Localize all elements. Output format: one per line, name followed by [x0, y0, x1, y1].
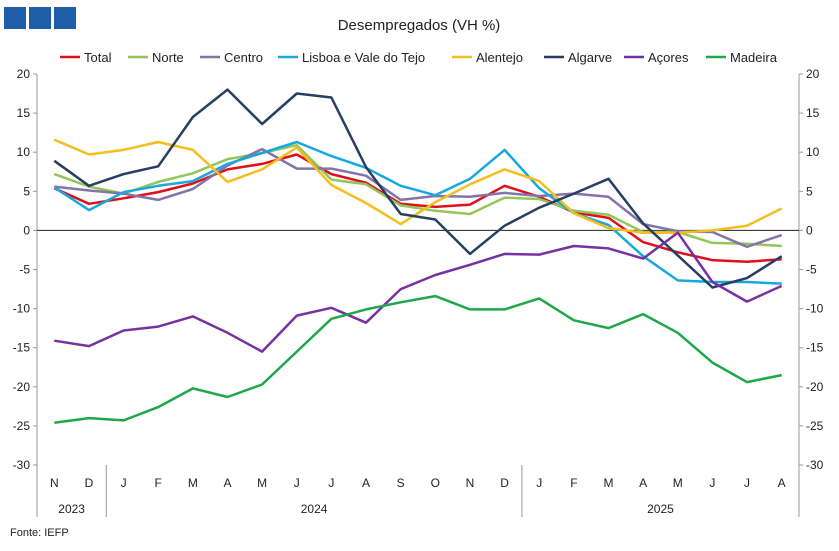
x-tick-label: A	[639, 476, 647, 490]
legend-label: Total	[84, 50, 112, 65]
y-tick-label-right: -20	[806, 380, 824, 394]
x-year-label: 2024	[301, 502, 328, 516]
series-group	[53, 88, 783, 425]
y-tick-label-right: -15	[806, 341, 824, 355]
y-tick-label-right: 10	[806, 145, 820, 159]
logo-block-2	[29, 7, 51, 29]
logo-block-1	[4, 7, 26, 29]
logo-block-3	[54, 7, 76, 29]
x-tick-label: S	[397, 476, 405, 490]
y-tick-label-left: -10	[13, 302, 31, 316]
x-tick-label: J	[328, 476, 334, 490]
x-tick-label: A	[223, 476, 231, 490]
y-tick-label-left: 15	[17, 106, 31, 120]
legend-label: Algarve	[568, 50, 612, 65]
y-tick-label-left: -5	[19, 263, 30, 277]
x-tick-label: A	[362, 476, 370, 490]
series-line-a-ores	[54, 231, 783, 353]
x-tick-label: D	[85, 476, 94, 490]
y-tick-label-left: -25	[13, 419, 31, 433]
y-tick-label-right: 15	[806, 106, 820, 120]
source-note: Fonte: IEFP	[10, 527, 69, 539]
x-tick-label: N	[50, 476, 59, 490]
x-tick-label: O	[431, 476, 440, 490]
y-tick-label-left: 0	[23, 223, 30, 237]
series-line-lisboa-e-vale-do-tejo	[53, 140, 782, 285]
x-tick-label: J	[536, 476, 542, 490]
y-tick-label-left: 5	[23, 184, 30, 198]
x-tick-label: M	[188, 476, 198, 490]
series-line-algarve	[53, 88, 783, 289]
legend-label: Alentejo	[476, 50, 523, 65]
x-axis: N D J F M A M J J A S O N D J F M A M J J A 2023 2024 2025	[36, 465, 800, 517]
series-line-madeira	[54, 294, 782, 425]
x-tick-label: J	[744, 476, 750, 490]
legend-label: Madeira	[730, 50, 778, 65]
legend: Total Norte Centro Lisboa e Vale do Tejo Ale…	[60, 50, 778, 65]
y-tick-label-left: 20	[17, 67, 31, 81]
legend-label: Lisboa e Vale do Tejo	[302, 50, 425, 65]
x-tick-label: D	[500, 476, 509, 490]
y-tick-label-right: 20	[806, 67, 820, 81]
y-tick-label-right: 5	[806, 184, 813, 198]
series-line-alentejo	[53, 138, 783, 234]
axes: 20 20 15 15 10 10 5 5 0 0 -5 -5 -10 -10 -15 -15 -20 -20 -2…	[13, 67, 824, 472]
legend-label: Centro	[224, 50, 263, 65]
y-tick-label-right: -25	[806, 419, 824, 433]
x-tick-label: F	[570, 476, 577, 490]
x-tick-label: M	[257, 476, 267, 490]
y-tick-label-right: 0	[806, 223, 813, 237]
x-tick-label: A	[778, 476, 786, 490]
y-tick-label-left: -30	[13, 458, 31, 472]
y-tick-label-right: -5	[806, 263, 817, 277]
series-line-centro	[54, 147, 783, 249]
x-tick-label: J	[294, 476, 300, 490]
x-tick-label: J	[121, 476, 127, 490]
x-tick-label: M	[673, 476, 683, 490]
x-tick-label: J	[709, 476, 715, 490]
legend-label: Norte	[152, 50, 184, 65]
x-tick-label: N	[466, 476, 475, 490]
legend-label: Açores	[648, 50, 689, 65]
y-tick-label-left: 10	[17, 145, 31, 159]
x-year-label: 2025	[647, 502, 674, 516]
x-year-label: 2023	[58, 502, 85, 516]
chart-title: Desempregados (VH %)	[338, 17, 501, 34]
y-tick-label-left: -15	[13, 341, 31, 355]
y-tick-label-right: -10	[806, 302, 824, 316]
y-tick-label-right: -30	[806, 458, 824, 472]
x-tick-label: F	[155, 476, 162, 490]
y-tick-label-left: -20	[13, 380, 31, 394]
x-tick-label: M	[604, 476, 614, 490]
